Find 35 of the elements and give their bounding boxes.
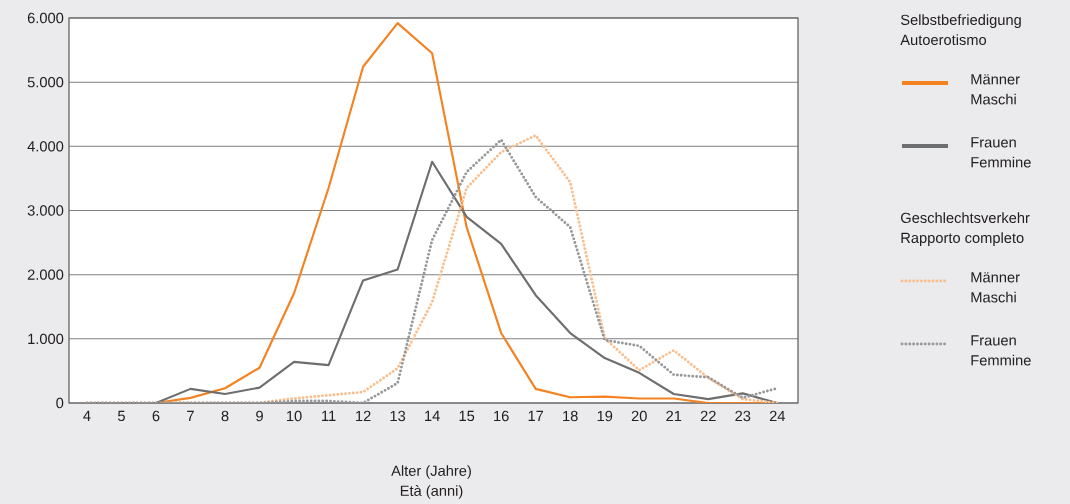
- x-tick-label: 5: [117, 410, 125, 422]
- y-tick-label: 0: [56, 397, 64, 409]
- x-tick-label: 21: [666, 410, 682, 422]
- x-tick-label: 24: [769, 410, 786, 422]
- x-tick-label: 17: [528, 410, 544, 421]
- legend-label: Männer Maschi: [971, 74, 1020, 105]
- x-tick-label: 16: [494, 410, 509, 422]
- x-tick-label: 14: [425, 410, 440, 421]
- x-tick-label: 13: [390, 410, 406, 422]
- x-tick-label: 6: [152, 410, 160, 422]
- legend-label: Frauen Femmine: [971, 137, 1031, 168]
- x-tick-label: 22: [700, 410, 716, 422]
- x-tick-label: 20: [631, 410, 647, 422]
- y-tick-label: 2.000: [27, 269, 64, 280]
- legend-label: Frauen Femmine: [971, 335, 1031, 366]
- x-axis-title: Alter (Jahre) Età (anni): [391, 465, 471, 499]
- x-tick-label: 11: [322, 410, 336, 421]
- y-tick-label: 6.000: [27, 12, 64, 24]
- x-tick-label: 9: [256, 410, 263, 422]
- x-tick-label: 7: [187, 410, 194, 421]
- y-tick-label: 1.000: [28, 333, 64, 345]
- x-tick-label: 12: [356, 410, 371, 422]
- text: Selbstbefriedigung Autoerotismo: [900, 14, 1021, 46]
- x-tick-label: 19: [597, 410, 613, 422]
- text: Geschlechtsverkehr Rapporto completo: [901, 212, 1030, 246]
- y-tick-label: 5.000: [27, 76, 64, 88]
- x-tick-label: 18: [563, 410, 578, 422]
- y-tick-label: 4.000: [27, 141, 64, 152]
- legend-label: Männer Maschi: [971, 272, 1020, 303]
- x-tick-label: 8: [221, 410, 229, 422]
- y-tick-label: 3.000: [27, 205, 64, 216]
- x-tick-label: 15: [459, 410, 475, 422]
- x-tick-label: 4: [83, 410, 91, 421]
- x-tick-label: 23: [735, 410, 751, 422]
- x-tick-label: 10: [287, 410, 302, 422]
